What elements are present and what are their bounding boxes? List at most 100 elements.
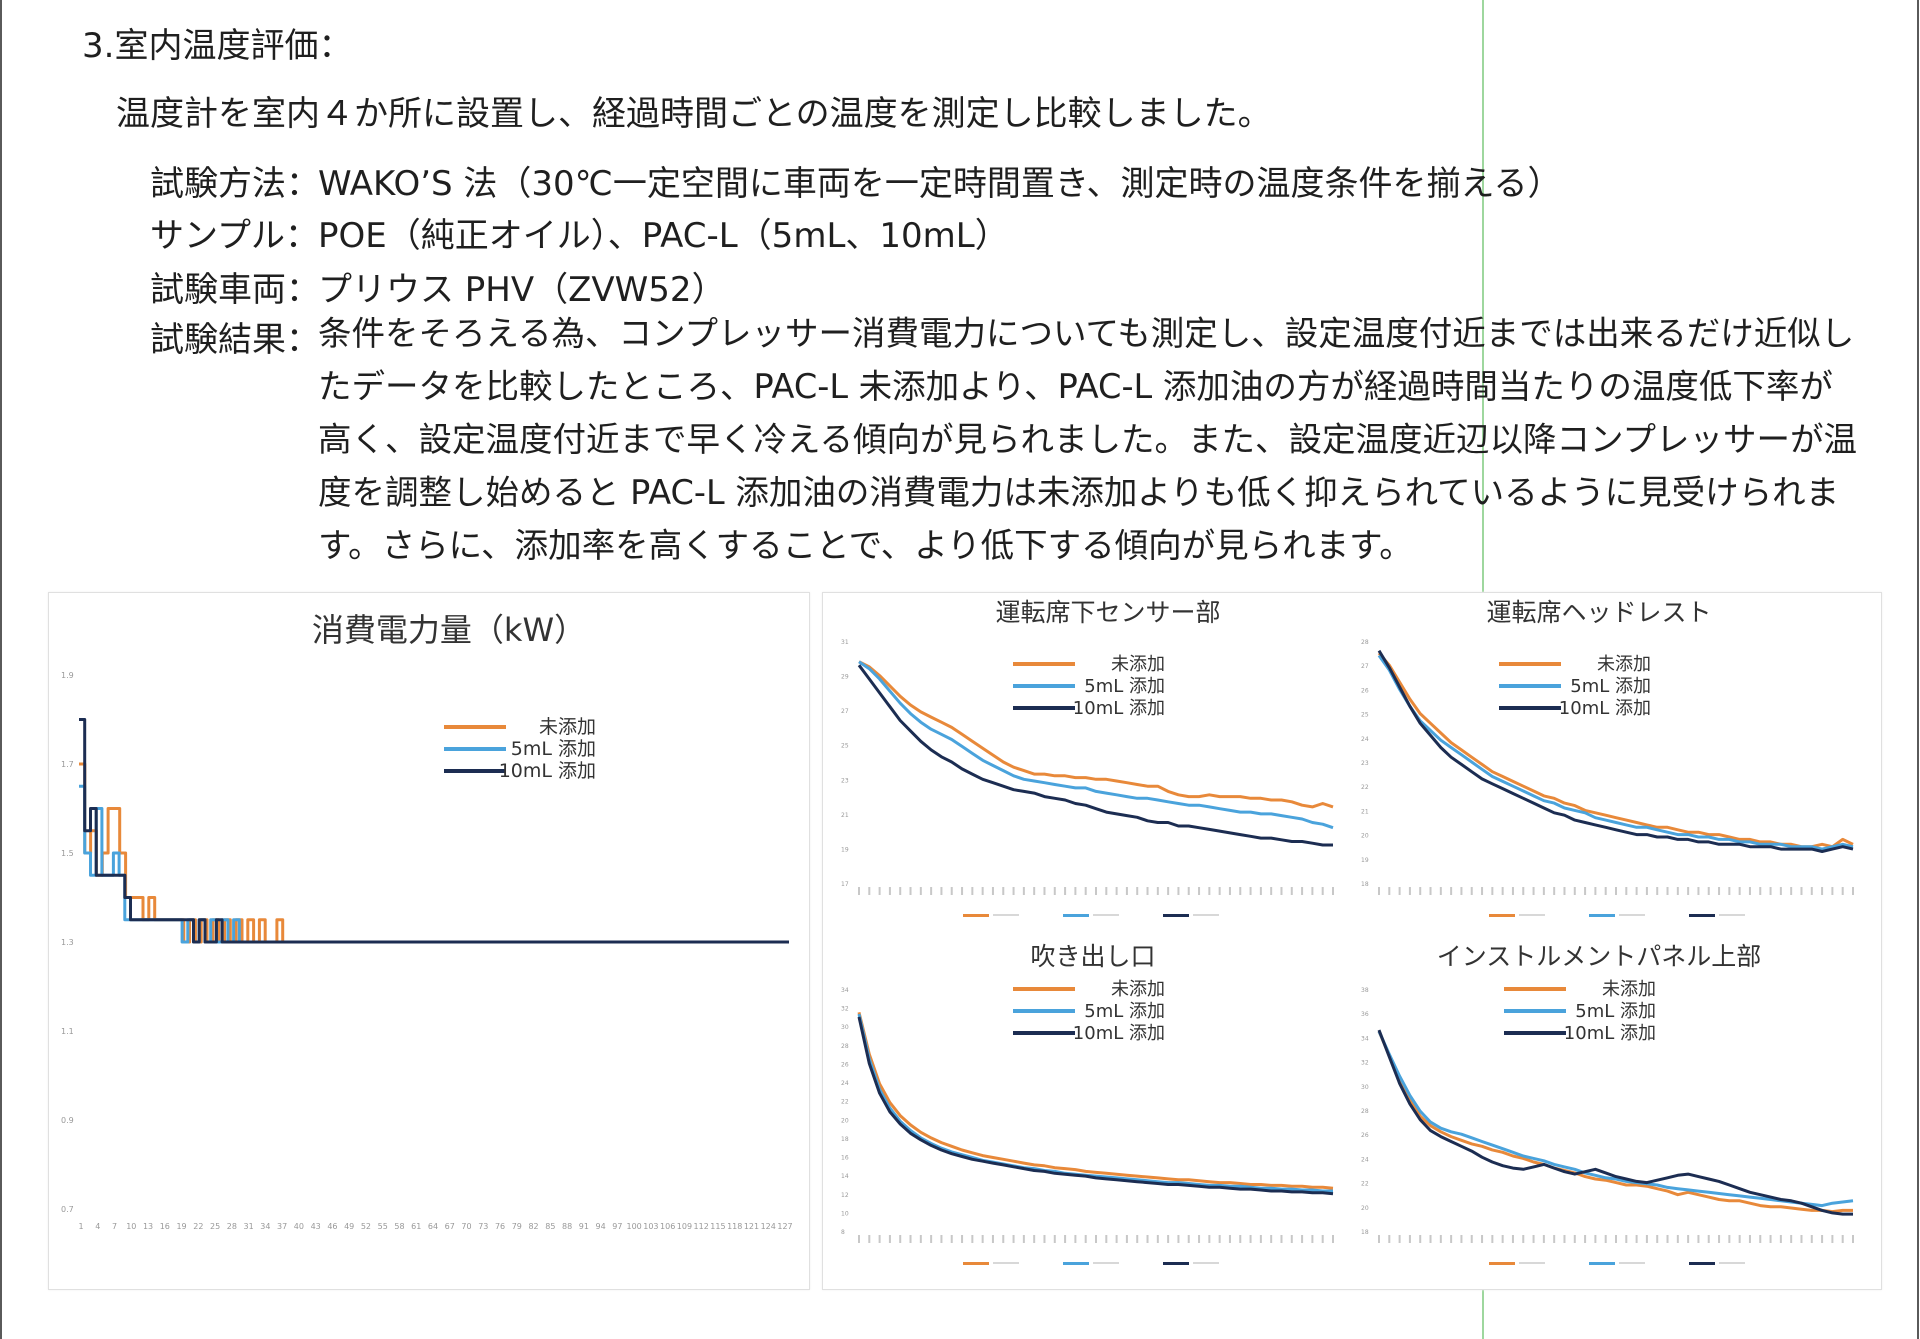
y-tick-label: 28 — [841, 1043, 849, 1050]
legend-label: 5mL 添加 — [1084, 676, 1165, 697]
y-tick-label: 28 — [1361, 639, 1369, 646]
y-tick-label: 23 — [1361, 760, 1369, 767]
x-tick-mark — [930, 887, 933, 895]
y-tick-label: 16 — [841, 1155, 849, 1162]
page-frame-right — [1917, 0, 1919, 1339]
x-tick-mark — [1280, 887, 1283, 895]
chart-title: インストルメントパネル上部 — [1437, 942, 1762, 971]
x-tick-mark — [1450, 1235, 1453, 1243]
x-tick-mark — [991, 887, 994, 895]
x-tick-mark — [1270, 1235, 1273, 1243]
y-tick-label: 31 — [841, 639, 849, 646]
x-tick-label: 13 — [143, 1222, 153, 1231]
mini-legend-text — [1519, 1262, 1545, 1264]
x-tick-mark — [991, 1235, 994, 1243]
x-tick-mark — [1332, 887, 1334, 895]
y-tick-label: 1.7 — [61, 760, 74, 769]
legend-label: 未添加 — [1597, 654, 1651, 675]
x-tick-mark — [1718, 887, 1721, 895]
series-line-0 — [857, 1011, 1334, 1190]
x-tick-mark — [1697, 887, 1700, 895]
x-tick-label: 118 — [727, 1222, 742, 1231]
y-tick-label: 19 — [841, 846, 849, 853]
x-tick-mark — [1790, 887, 1793, 895]
x-tick-mark — [1022, 1235, 1025, 1243]
legend-label: 10mL 添加 — [1073, 698, 1165, 719]
x-tick-mark — [950, 887, 953, 895]
x-tick-label: 49 — [344, 1222, 354, 1231]
y-tick-label: 28 — [1361, 1108, 1369, 1115]
x-tick-mark — [1187, 1235, 1190, 1243]
y-tick-label: 24 — [1361, 736, 1369, 743]
x-tick-label: 97 — [612, 1222, 622, 1231]
x-tick-label: 124 — [761, 1222, 776, 1231]
x-tick-mark — [1439, 1235, 1442, 1243]
x-tick-mark — [1831, 887, 1834, 895]
y-tick-label: 12 — [841, 1192, 849, 1199]
x-tick-label: 100 — [627, 1222, 642, 1231]
x-tick-mark — [1419, 887, 1422, 895]
x-tick-mark — [1033, 887, 1036, 895]
x-tick-mark — [1841, 1235, 1844, 1243]
mini-legend-text — [993, 914, 1019, 916]
x-tick-mark — [1419, 1235, 1422, 1243]
x-tick-label: 85 — [545, 1222, 555, 1231]
y-tick-label: 1.1 — [61, 1027, 74, 1036]
x-tick-mark — [1676, 887, 1679, 895]
mini-legend-swatch — [1163, 914, 1189, 917]
x-tick-mark — [1388, 887, 1391, 895]
mini-legend-swatch — [1689, 1262, 1715, 1265]
x-tick-mark — [971, 1235, 974, 1243]
series-line-0 — [858, 660, 1334, 809]
x-tick-mark — [1748, 1235, 1751, 1243]
x-tick-mark — [1398, 887, 1401, 895]
x-tick-mark — [1429, 887, 1432, 895]
series-line-2 — [1377, 1029, 1853, 1216]
x-tick-label: 64 — [428, 1222, 438, 1231]
mini-legend-text — [993, 1262, 1019, 1264]
mini-legend-swatch — [1689, 914, 1715, 917]
series-line-2 — [79, 718, 789, 944]
x-tick-mark — [1779, 887, 1782, 895]
x-tick-mark — [1769, 887, 1772, 895]
x-tick-label: 67 — [445, 1222, 455, 1231]
x-tick-mark — [1064, 1235, 1067, 1243]
mini-legend-swatch — [1063, 1262, 1089, 1265]
y-tick-label: 32 — [841, 1006, 849, 1013]
x-tick-mark — [1156, 1235, 1159, 1243]
x-tick-mark — [1177, 887, 1180, 895]
mini-legend-text — [1093, 1262, 1119, 1264]
x-tick-mark — [1115, 887, 1118, 895]
x-tick-mark — [1460, 1235, 1463, 1243]
x-tick-mark — [1228, 887, 1231, 895]
x-tick-mark — [1156, 887, 1159, 895]
x-tick-mark — [1408, 1235, 1411, 1243]
x-tick-mark — [909, 887, 912, 895]
x-tick-mark — [919, 1235, 922, 1243]
y-tick-label: 20 — [841, 1117, 849, 1124]
y-tick-label: 1.5 — [61, 849, 74, 858]
x-tick-mark — [1115, 1235, 1118, 1243]
x-tick-mark — [1280, 1235, 1283, 1243]
x-tick-mark — [1738, 1235, 1741, 1243]
series-line-1 — [1377, 654, 1854, 851]
x-tick-label: 43 — [311, 1222, 321, 1231]
y-tick-label: 22 — [1361, 784, 1369, 791]
x-tick-mark — [858, 1235, 860, 1243]
x-tick-label: 7 — [112, 1222, 117, 1231]
x-tick-label: 55 — [378, 1222, 388, 1231]
y-tick-label: 24 — [841, 1080, 849, 1087]
x-tick-mark — [1553, 1235, 1556, 1243]
mini-legend-text — [1619, 1262, 1645, 1264]
x-tick-mark — [1249, 1235, 1252, 1243]
x-tick-label: 103 — [643, 1222, 658, 1231]
x-tick-mark — [1584, 887, 1587, 895]
x-tick-mark — [1625, 1235, 1628, 1243]
legend-label: 未添加 — [1111, 654, 1165, 675]
x-tick-mark — [1074, 1235, 1077, 1243]
x-tick-mark — [868, 887, 871, 895]
y-tick-label: 14 — [841, 1173, 849, 1180]
x-tick-mark — [1012, 887, 1015, 895]
x-tick-mark — [1084, 1235, 1087, 1243]
